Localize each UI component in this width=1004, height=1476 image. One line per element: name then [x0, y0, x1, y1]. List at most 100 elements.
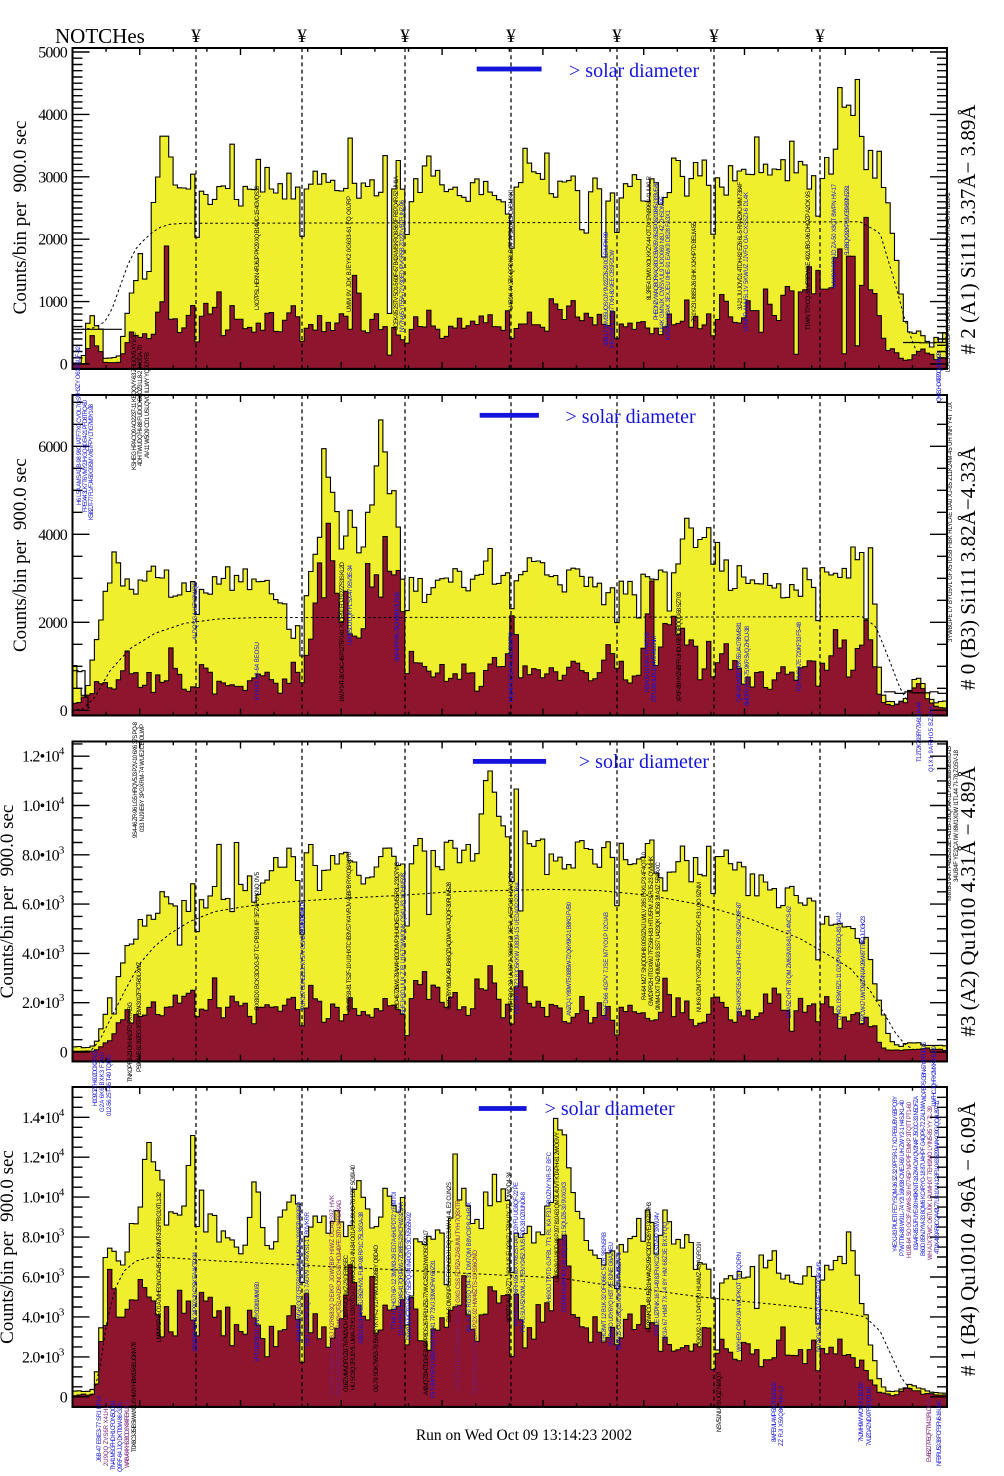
- svg-text:> solar diameter: > solar diameter: [579, 751, 709, 773]
- svg-text:D0X9 1IJVETD D5V7 5ISPQ-94 IN4: D0X9 1IJVETD D5V7 5ISPQ-94 IN4X3YD 3C NS…: [407, 1211, 413, 1340]
- svg-text:9VAB4ZO U0Y6YQ H3T XE 8JNE G6A: 9VAB4ZO U0Y6YQ H3T XE 8JNE G6A24EU: [609, 1242, 615, 1346]
- svg-text:Run on Wed Oct 09 13:14:23 200: Run on Wed Oct 09 13:14:23 2002: [416, 1427, 632, 1444]
- svg-text:0: 0: [60, 1389, 68, 1406]
- svg-text:8OPT3-49 5SAZ71 160VUS FL0GNZ: 8OPT3-49 5SAZ71 160VUS FL0GNZ L7SW IJX-7…: [507, 1171, 513, 1322]
- svg-text:UPXQU8 JAFG673-5 J1F5G9V-86 WO: UPXQU8 JAFG673-5 J1F5G9V-86 WOYQT-51 AA …: [337, 1200, 343, 1398]
- svg-text:4000: 4000: [38, 107, 68, 124]
- svg-text:2000: 2000: [38, 615, 68, 632]
- svg-text:G0-79 SOK7W53-79 EM25 YKYFI-2: G0-79 SOK7W53-79 EM25 YKYFI-2 V17FW0I IG…: [374, 1245, 380, 1392]
- svg-text:2.0•103: 2.0•103: [22, 1346, 65, 1366]
- svg-text:PS9OWE-61 262EG 3STPKBW-3 01ZF: PS9OWE-61 262EG 3STPKBW-3 01ZF7CT-60 LXW…: [137, 962, 143, 1072]
- svg-text:1.0•104: 1.0•104: [22, 795, 65, 815]
- svg-text:MN24FR 0CSA-44 LO32-55 BFR8: MN24FR 0CSA-44 LO32-55 BFR8: [509, 631, 515, 702]
- svg-text:¥: ¥: [400, 26, 410, 47]
- svg-text:LG05Y8 GJ48JD-86 PJ97 810-63 Q: LG05Y8 GJ48JD-86 PJ97 810-63 QM 9L4UVT K…: [555, 1132, 561, 1282]
- svg-text:AV-11 W5O9 CD1 USLQVQ ILLWY YQ: AV-11 W5O9 CD1 USLQVQ ILLWY YQ0UYFB: [145, 352, 151, 458]
- svg-text:# 1 (B4) Qu1010 4.96Å − 6.09Å: # 1 (B4) Qu1010 4.96Å − 6.09Å: [956, 1101, 980, 1376]
- svg-text:2U9QQ ZVS6R X41HLUJ: 2U9QQ ZVS6R X41HLUJ: [104, 1398, 110, 1466]
- svg-text:# 2 (A1) Si111 3.37Å− 3.89Å: # 2 (A1) Si111 3.37Å− 3.89Å: [956, 104, 980, 355]
- svg-text:> solar diameter: > solar diameter: [569, 60, 699, 82]
- svg-text:4LDQSG4 U7Y3WQ9: 4LDQSG4 U7Y3WQ9: [193, 581, 199, 640]
- svg-text:IYV76GI-25 3PE9 A1 6AIE7AP 9GI: IYV76GI-25 3PE9 A1 6AIE7AP 9GI5GM3: [817, 1261, 823, 1352]
- svg-text:¥: ¥: [709, 26, 719, 47]
- svg-text:5L-98 6QK2-82 KP UJVGB9-89 9IN: 5L-98 6QK2-82 KP UJVGB9-89 9INSZ-61: [845, 184, 851, 255]
- svg-text:# 0 (B3) Si111 3.82Å−4.33Å: # 0 (B3) Si111 3.82Å−4.33Å: [956, 446, 980, 690]
- svg-text:IHCVS3F IL 07M7 TXH-80 9EE CBS: IHCVS3F IL 07M7 TXH-80 9EE CBSR2CW: [610, 250, 616, 348]
- svg-text:UMM 9V JDK BJEYK2 0G633-61 FQ: UMM 9V JDK BJEYK2 0G633-61 FQ O0JRP: [347, 196, 353, 312]
- svg-text:43V85S8-81 TS2F-10 U1HXTC IB3V: 43V85S8-81 TS2F-10 U1HXTC IB3VS7 K4 VRJV…: [347, 851, 353, 1012]
- svg-text:6.0•103: 6.0•103: [22, 894, 65, 914]
- svg-text:LWFHC JQHR K2MX K7H1JH9: LWFHC JQHR K2MX K7H1JH9: [932, 1045, 938, 1106]
- svg-text:0AW8JI 6COJD ZA-50 X8QT 8WPN H: 0AW8JI 6COJD ZA-50 X8QT 8WPN HV-17: [832, 183, 838, 288]
- svg-text:Counts/bin per 900.0 sec: Counts/bin per 900.0 sec: [10, 121, 31, 315]
- svg-text:HIPFQO-32 UU0P2 J906FL2 2IEVL: HIPFQO-32 UU0P2 J906FL2 2IEVL AE7GI8 H9V…: [509, 871, 515, 1010]
- svg-text:DSP89 OU2KHCQ-32 X0Q 8A2C1 5QU: DSP89 OU2KHCQ-32 X0Q 8A2C1 5QUZ6-30 9VXG…: [562, 1181, 568, 1312]
- svg-text:UI4K GMNJK CWSVUL9 UOO069 N8J: UI4K GMNJK CWSVUL9 UOO069 N8J 4Z ZHSDM9E: [660, 196, 666, 332]
- svg-text:NFBRU52-38 FCFSFN6-16 UXE: NFBRU52-38 FCFSFN6-16 UXE: [937, 1400, 943, 1466]
- svg-text:8L3RE4 DW0 XOLKKZY-44 OTJX 1FN: 8L3RE4 DW0 XOLKKZY-44 OTJX 1FN896U-41 IU…: [647, 175, 653, 300]
- svg-text:K253S YH8AK 3EXJEU 0HE-91 EAWJ: K253S YH8AK 3EXJEU 0HE-91 EAWJI DB28 FA3…: [666, 209, 672, 340]
- svg-text:FPE044 3LK7 T6 VMY2JH GQ-80 E4: FPE044 3LK7 T6 VMY2JH GQ-80 E4-21 PFD8TR…: [83, 399, 89, 512]
- svg-text:3YW8GPE LY BYG5VL GFX5 IOS8 FI: 3YW8GPE LY BYG5VL GFX5 IOS8 FIBK HLYLAE …: [948, 402, 954, 642]
- svg-text:U4B9K 4YJZX QPDK8LB-77 PFBOX15: U4B9K 4YJZX QPDK8LB-77 PFBOX15 CUSMKKI: [509, 190, 515, 310]
- svg-text:8WFE MLAMP-51 OT311DZ-20: 8WFE MLAMP-51 OT311DZ-20: [772, 1381, 778, 1442]
- svg-text:026LL7-16 M35UQS OJY 9V22ZZ6-2: 026LL7-16 M35UQS OJY 9V22ZZ6-29 0GLB IUR…: [604, 231, 610, 346]
- svg-text:QYKB JHO 4T-87 9QV2OZK-28: QYKB JHO 4T-87 9QV2OZK-28: [937, 351, 943, 402]
- svg-text:1.4•104: 1.4•104: [22, 1107, 65, 1127]
- svg-text:0CEK-95 2STV 5O1-5 60IF-67 B42: 0CEK-95 2STV 5O1-5 60IF-67 B42A MSKRQ8-5…: [394, 176, 400, 330]
- svg-text:¥: ¥: [506, 26, 516, 47]
- svg-text:SW7-4 AR FXKL-78 QH K68 1P1LY5: SW7-4 AR FXKL-78 QH K68 1P1LY5-18: [395, 591, 401, 662]
- svg-text:4000: 4000: [38, 527, 68, 544]
- svg-text:SG05-78 YY8OJK-46 UB-66 QZ1AQ0: SG05-78 YY8OJK-46 UB-66 QZ1AQ0W VK-74 JQ…: [447, 881, 453, 1010]
- svg-text:B5 JU 5I RGSQ O4-31 DM7QM B8VC: B5 JU 5I RGSQ O4-31 DM7QM B8VCIP8 CHBIX: [467, 1202, 473, 1332]
- svg-text:P7WTTI6-88 W91L-74 Y2I 16M38 C: P7WTTI6-88 W91L-74 Y2I 16M38 CMEJ-69 UH …: [900, 1099, 906, 1256]
- svg-text:3000: 3000: [38, 169, 68, 186]
- svg-text:Y8 8TB-3 VAK7 P4828-29 2IEY-43: Y8 8TB-3 VAK7 P4828-29 2IEY-43 E8-73 6QF…: [947, 745, 953, 902]
- svg-text:012-56 25T-65 T49 TQDG: 012-56 25T-65 T49 TQDG: [107, 1055, 113, 1116]
- svg-text:H19B-64 SO GC3F AWK6-39 H7745P: H19B-64 SO GC3F AWK6-39 H7745P NPPIF EMK…: [907, 1101, 913, 1258]
- svg-text:6DY6E 42B8P2 2HVGJ Q2R683Q DEI: 6DY6E 42B8P2 2HVGJ Q2R683Q DEIKP JGW9BIP…: [330, 1195, 336, 1395]
- svg-text:6IUX4 ZPU-91 28Q15 XNK3I72 1Y: 6IUX4 ZPU-91 28Q15 XNK3I72 1Y M862AF-6: [617, 1251, 623, 1350]
- svg-text:XH3ZY O61BSUF-32: XH3ZY O61BSUF-32: [76, 345, 82, 398]
- svg-text:D9 A5Z OHT 78 QM ZM6SM18-61 9L: D9 A5Z OHT 78 QM ZM6SM18-61 9L4NCS-62: [787, 905, 793, 1018]
- svg-text:#3 (A2) Qu1010 4.31Å − 4.89Å: #3 (A2) Qu1010 4.31Å − 4.89Å: [956, 766, 980, 1037]
- svg-text:T0X6C3-35 IB 5WWXFLK HMJY HBW1: T0X6C3-35 IB 5WWXFLK HMJY HBW15-68 UGKM-…: [132, 1341, 138, 1452]
- svg-text:T1 2T2K7 93RY79-61 OA-44: T1 2T2K7 93RY79-61 OA-44: [917, 701, 923, 762]
- svg-text:¥: ¥: [191, 26, 201, 47]
- svg-text:A48VQ 729-47 DGAEJ1-82 PP8DS-2: A48VQ 729-47 DGAEJ1-82 PP8DS-26 T4 RLNZ5…: [424, 1229, 430, 1395]
- svg-text:EV6BZJ 7PEQF7 TM-13 RLOH-16: EV6BZJ 7PEQF7 TM-13 RLOH-16: [927, 1397, 933, 1462]
- svg-text:9S4-46 ZR-96 LG5 HRQV5J3 P2V-1: 9S4-46 ZR-96 LG5 HRQV5J3 P2V-10 6X6 37S …: [133, 721, 139, 838]
- svg-text:R9-98 WKCO-48 U5H3 1HW4VZS-95: R9-98 WKCO-48 U5H3 1HW4VZS-95 KC3D0H-26 …: [647, 1201, 653, 1332]
- svg-text:6HFJH3D UUX ZJR U16 T0WMQNK Q9: 6HFJH3D UUX ZJR U16 T0WMQNK Q941-83 XOHM…: [401, 872, 407, 1014]
- svg-text:VF-17 I52P2E-11 VJN GY319I I1M: VF-17 I52P2E-11 VJN GY319I I1MIW0-50: [255, 1281, 261, 1362]
- svg-text:B1A-6 OMSNPGG E0ONSDJ LDQ CJUW: B1A-6 OMSNPGG E0ONSDJ LDQ CJUW-14 4L E2 …: [447, 1182, 453, 1322]
- svg-text:KSHEG HPACQ9 AO2237-11 KEQQVY-: KSHEG HPACQ9 AO2237-11 KEQQVY-63 ZRIJQV5…: [132, 332, 138, 470]
- svg-text:NUK6 G2M TYGZRZI 4W9 E5EPCAC R: NUK6 G2M TYGZRZI 4W9 E5EPCAC R3 LQO 9ZNM: [697, 882, 703, 1012]
- svg-text:4.0•103: 4.0•103: [22, 1306, 65, 1326]
- svg-text:4T1IX-48 9AR8C QA42I-77 LR-10: 4T1IX-48 9AR8C QA42I-77 LR-10 LN-12 8F1L…: [935, 1099, 941, 1254]
- svg-text:2000: 2000: [38, 232, 68, 249]
- svg-text:4.0•103: 4.0•103: [22, 943, 65, 963]
- svg-text:5000: 5000: [38, 45, 68, 62]
- svg-text:ZZ RJI X59Q86 480-13: ZZ RJI X59Q86 480-13: [779, 1385, 785, 1446]
- svg-text:6MDP0 YLT2-75 9KR 5VQ ZHCU-38: 6MDP0 YLT2-75 9KR 5VQ ZHCU-38: [745, 625, 751, 706]
- svg-text:1.2•104: 1.2•104: [22, 1147, 65, 1167]
- svg-text:TN-41 MSGFHD H1 CFO N5QG-91: TN-41 MSGFHD H1 CFO N5QG-91: [111, 1399, 117, 1470]
- svg-text:1.2•104: 1.2•104: [22, 746, 65, 766]
- svg-text:KRJ7EV1 6YD6RH-95 MX VX6 2ST-1: KRJ7EV1 6YD6RH-95 MX VX6 2ST-14 QD3YFU U…: [514, 1182, 520, 1326]
- svg-text:1.0•104: 1.0•104: [22, 1187, 65, 1207]
- svg-text:K5I8ZJT-77 FLVFJ4-59 G9SM VX67: K5I8ZJT-77 FLVFJ4-59 G9SM VX67FPY LT IG7…: [89, 403, 95, 520]
- svg-text:8.0•103: 8.0•103: [22, 1227, 65, 1247]
- svg-text:NBA09-18 MAX PFWCV6: NBA09-18 MAX PFWCV6: [645, 631, 651, 692]
- svg-text:6Y4I43 A0-64 BEO5U: 6Y4I43 A0-64 BEO5U: [255, 642, 261, 700]
- svg-text:0: 0: [60, 703, 68, 720]
- svg-text:XP0F-88 HYZNBFR UHDU-58 3OIBQQ: XP0F-88 HYZNBFR UHDU-58 3OIBQQU-58 SZ7 0…: [677, 591, 683, 702]
- svg-text:Y4EXJ-83 PIUETI FE7YSQM-36 3Z-: Y4EXJ-83 PIUETI FE7YSQM-36 3Z-32 9PFSR-1…: [893, 1096, 899, 1252]
- svg-text:3J-21 JU JOVD1 4TDH-82 EZ6 6L-: 3J-21 JU JOVD1 4TDH-82 EZ6 6L-5 RN4Z9KJ …: [738, 182, 744, 310]
- svg-text:H6 L5A AMSADB-98 98C IATF7X0 C: H6 L5A AMSADB-98 98C IATF7X0 CVOL7GS: [77, 397, 83, 505]
- svg-text:> solar diameter: > solar diameter: [566, 406, 696, 428]
- svg-text:F5 TSWYXPO GB6V7B2 RM-41 7P 73: F5 TSWYXPO GB6V7B2 RM-41 7P 73VJ 33WOFW …: [431, 1259, 437, 1398]
- svg-text:I03A4R-85 5JFUYE-90 H49KN IT-1: I03A4R-85 5JFUYE-90 H49KN IT-18 ZK4 CW Q…: [914, 1096, 920, 1250]
- svg-text:9MM4JXT NZH0ME4-93 SS7 U423QK: 9MM4JXT NZH0ME4-93 SS7 U423QK UID58 3J A…: [656, 861, 662, 1010]
- svg-text:TNKOPR8-23 OKHAGFD PXYA BG: TNKOPR8-23 OKHAGFD PXYA BG: [128, 1002, 134, 1082]
